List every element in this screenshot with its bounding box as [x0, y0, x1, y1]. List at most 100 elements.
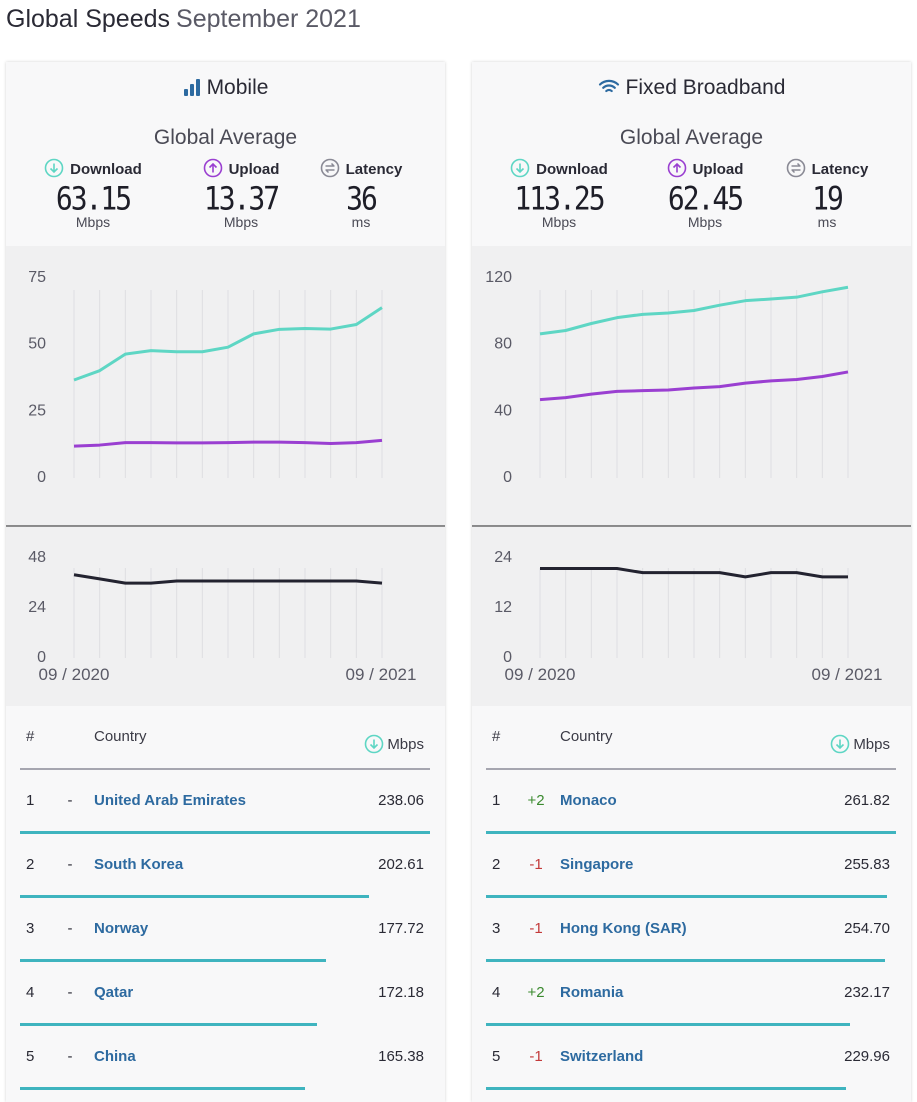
row-rank: 1 — [26, 792, 35, 809]
fixed-upload-label: Upload — [692, 161, 744, 178]
fixed-download-unit: Mbps — [541, 214, 577, 230]
row-country-link[interactable]: Switzerland — [560, 1048, 644, 1065]
row-speed: 165.38 — [378, 1048, 424, 1065]
row-rank-change: - — [67, 856, 73, 873]
table-row: 4 +2 Romania 232.17 — [472, 962, 911, 1026]
download-icon — [44, 158, 64, 178]
mobile-latency-label: Latency — [345, 161, 403, 178]
table-row: 5 -1 Switzerland 229.96 — [472, 1026, 911, 1090]
mobile-upload-label: Upload — [228, 161, 280, 178]
fixed-table-header: # Country Mbps — [472, 728, 911, 768]
download-icon — [365, 734, 384, 754]
latency-y-tick-label: 24 — [494, 549, 512, 566]
fixed-broadband-panel: Fixed Broadband Global Average Download … — [472, 62, 911, 1102]
latency-y-tick-label: 24 — [28, 599, 46, 616]
download-series-line — [539, 285, 849, 336]
fixed-title-text: Fixed Broadband — [625, 76, 786, 99]
mbps-header: Mbps — [830, 734, 890, 754]
row-speed-bar — [486, 831, 896, 834]
download-icon — [831, 734, 850, 754]
row-speed: 229.96 — [844, 1048, 890, 1065]
latency-series-line — [540, 567, 848, 579]
table-row: 1 - United Arab Emirates 238.06 — [6, 770, 445, 834]
x-tick-label-end: 09 / 2021 — [812, 665, 883, 684]
mobile-speed-chart: 0 25 50 75 0 24 48 09 / 2020 09 / 2021 — [6, 246, 445, 706]
row-rank-change: - — [67, 1048, 73, 1065]
mobile-upload-value: 13.37 — [203, 179, 280, 218]
mbps-header-label: Mbps — [387, 736, 424, 753]
latency-y-tick-label: 0 — [37, 649, 46, 666]
row-country-link[interactable]: South Korea — [94, 856, 184, 873]
latency-y-tick-label: 12 — [494, 599, 512, 616]
row-rank-change: +2 — [527, 792, 545, 809]
latency-icon — [786, 158, 805, 178]
mobile-title-text: Mobile — [206, 76, 269, 99]
row-country-link[interactable]: Norway — [94, 920, 149, 937]
x-tick-label-start: 09 / 2020 — [505, 665, 576, 684]
upload-icon — [667, 158, 686, 178]
row-rank: 3 — [26, 920, 35, 937]
row-country-link[interactable]: United Arab Emirates — [94, 792, 246, 809]
row-country-link[interactable]: Romania — [560, 984, 624, 1001]
row-country-link[interactable]: Monaco — [560, 792, 617, 809]
row-speed: 255.83 — [844, 856, 890, 873]
speed-y-tick-label: 0 — [503, 469, 512, 486]
row-speed: 232.17 — [844, 984, 890, 1001]
rank-header: # — [26, 728, 35, 745]
mobile-download-metric: Download 63.15 Mbps — [38, 158, 148, 230]
row-rank-change: - — [67, 984, 73, 1001]
row-country-link[interactable]: Qatar — [94, 984, 134, 1001]
table-row: 3 -1 Hong Kong (SAR) 254.70 — [472, 898, 911, 962]
table-row: 3 - Norway 177.72 — [6, 898, 445, 962]
row-speed: 202.61 — [378, 856, 424, 873]
row-rank: 2 — [26, 856, 35, 873]
speed-y-tick-label: 0 — [37, 469, 46, 486]
row-rank: 4 — [492, 984, 501, 1001]
row-rank: 3 — [492, 920, 501, 937]
mobile-download-unit: Mbps — [75, 214, 111, 230]
latency-chart-background — [472, 527, 911, 706]
table-row: 4 - Qatar 172.18 — [6, 962, 445, 1026]
table-header-divider — [486, 768, 896, 770]
mobile-global-average-label: Global Average — [153, 126, 298, 149]
latency-series-line — [73, 573, 383, 585]
speed-y-tick-label: 25 — [28, 402, 46, 419]
row-speed-bar — [20, 895, 369, 898]
row-speed-bar — [20, 1087, 305, 1090]
mobile-table-header: # Country Mbps — [6, 728, 445, 768]
row-rank: 4 — [26, 984, 35, 1001]
fixed-upload-unit: Mbps — [687, 214, 723, 230]
upload-icon — [203, 158, 222, 178]
row-rank-change: +2 — [527, 984, 545, 1001]
row-rank: 5 — [26, 1048, 35, 1065]
row-rank-change: - — [67, 920, 73, 937]
speed-y-tick-label: 75 — [28, 269, 46, 286]
x-tick-label-start: 09 / 2020 — [39, 665, 110, 684]
mobile-download-label: Download — [70, 161, 142, 178]
mbps-header-label: Mbps — [853, 736, 890, 753]
row-speed-bar — [486, 1023, 850, 1026]
fixed-latency-metric: Latency 19 ms — [772, 158, 882, 230]
mobile-latency-value: 36 — [346, 179, 378, 218]
x-tick-label-end: 09 / 2021 — [346, 665, 417, 684]
page-title-period: September 2021 — [176, 5, 361, 33]
wifi-icon — [598, 78, 620, 102]
row-speed-bar — [486, 1087, 847, 1090]
speed-y-tick-label: 120 — [485, 269, 512, 286]
row-country-link[interactable]: Singapore — [560, 856, 634, 873]
row-country-link[interactable]: Hong Kong (SAR) — [560, 920, 687, 937]
row-speed-bar — [20, 1023, 317, 1026]
table-header-divider — [20, 768, 430, 770]
row-country-link[interactable]: China — [94, 1048, 136, 1065]
fixed-download-value: 113.25 — [514, 179, 605, 218]
fixed-global-average-label: Global Average — [619, 126, 764, 149]
speed-chart-background — [6, 246, 445, 526]
row-speed-bar — [486, 895, 887, 898]
row-speed-bar — [20, 831, 430, 834]
latency-chart-background — [6, 527, 445, 706]
speed-y-tick-label: 50 — [28, 336, 46, 353]
row-speed-bar — [486, 959, 885, 962]
upload-series-line — [73, 438, 383, 448]
fixed-latency-label: Latency — [811, 161, 869, 178]
rank-header: # — [492, 728, 501, 745]
